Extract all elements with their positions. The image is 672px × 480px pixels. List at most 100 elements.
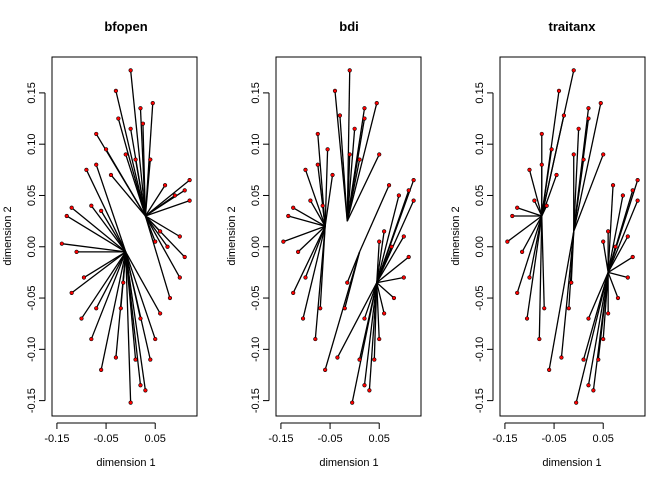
spoke-line: [376, 195, 400, 283]
data-point: [121, 280, 126, 285]
data-point: [128, 400, 133, 405]
data-point: [527, 167, 532, 172]
data-point: [566, 306, 571, 311]
data-point: [401, 275, 406, 280]
spoke-line: [575, 272, 609, 403]
data-point: [386, 183, 392, 188]
spoke-line: [516, 207, 542, 217]
spoke-line: [95, 164, 127, 253]
spoke-line: [573, 159, 585, 232]
data-point: [630, 254, 635, 260]
data-point: [547, 367, 552, 372]
spoke-line: [541, 149, 553, 217]
spoke-line: [587, 272, 609, 386]
spoke-line: [110, 174, 146, 217]
data-point: [153, 336, 158, 342]
data-point: [303, 275, 308, 280]
x-tick-label: -0.15: [268, 433, 293, 445]
data-point: [140, 121, 146, 126]
spoke-line: [573, 154, 604, 232]
spoke-line: [115, 90, 147, 217]
spoke-line: [597, 272, 609, 360]
data-point: [362, 116, 367, 121]
data-point: [524, 316, 530, 321]
spoke-line: [376, 256, 410, 284]
data-point: [315, 131, 320, 137]
spoke-line: [292, 207, 326, 227]
y-tick-label: 0.15: [474, 82, 486, 103]
spoke-line: [363, 282, 378, 386]
y-tick-label: -0.15: [250, 388, 262, 413]
data-point: [342, 306, 347, 311]
data-point: [89, 203, 94, 208]
spoke-line: [548, 231, 575, 370]
spoke-line: [506, 215, 543, 243]
data-point: [586, 106, 591, 111]
spoke-line: [125, 251, 142, 386]
y-tick-label: 0.05: [474, 185, 486, 206]
panel-bfopen: bfopen -0.15 -0.05 0.05 -0.15 -0.10 -0.05 0.0…: [2, 19, 198, 469]
x-tick-label: -0.15: [492, 433, 517, 445]
data-point: [296, 249, 301, 254]
spoke-line: [145, 215, 181, 238]
data-point: [332, 88, 338, 93]
data-point: [571, 152, 576, 157]
data-point: [148, 157, 153, 162]
x-axis-label: dimension 1: [542, 457, 601, 469]
data-point: [581, 157, 586, 162]
data-point: [347, 152, 352, 157]
data-point: [554, 172, 559, 178]
data-point: [318, 306, 323, 311]
spoke-line: [607, 256, 634, 273]
x-axis: -0.15 -0.05 0.05: [268, 422, 390, 445]
data-point: [347, 68, 352, 73]
y-tick-label: -0.15: [26, 388, 38, 413]
spoke-line: [125, 251, 161, 314]
data-point: [505, 239, 510, 244]
spoke-line: [71, 251, 127, 294]
data-point: [601, 336, 606, 342]
spoke-line: [144, 215, 181, 278]
data-point: [569, 280, 574, 285]
spoke-line: [376, 282, 395, 299]
spoke-line: [283, 225, 326, 243]
panel-title: bdi: [339, 19, 359, 34]
spoke-line: [607, 246, 617, 273]
spoke-line: [129, 70, 147, 217]
data-point: [635, 198, 640, 203]
data-point: [158, 229, 163, 234]
y-tick-label: -0.10: [26, 337, 38, 362]
spoke-line: [533, 200, 543, 217]
data-point: [337, 113, 342, 118]
data-point: [374, 101, 379, 106]
data-point: [162, 183, 168, 188]
data-point: [610, 183, 616, 188]
y-tick-label: 0.05: [250, 185, 262, 206]
data-point: [116, 116, 121, 121]
spoke-line: [144, 184, 166, 217]
y-tick-label: 0.00: [250, 236, 262, 257]
data-point: [515, 205, 520, 210]
x-tick-label: 0.05: [593, 433, 614, 445]
data-point: [99, 208, 104, 213]
spoke-line: [145, 199, 190, 217]
y-tick-label: -0.05: [250, 286, 262, 311]
spoke-line: [560, 231, 575, 358]
spoke-line: [376, 236, 405, 283]
spoke-line: [541, 174, 558, 217]
spoke-line: [95, 251, 127, 309]
spoke-line: [607, 272, 619, 299]
data-point: [103, 147, 109, 152]
spoke-line: [346, 102, 378, 222]
spoke-line: [304, 226, 326, 278]
y-tick-label: 0.15: [26, 82, 38, 103]
spoke-line: [302, 226, 326, 319]
data-point: [308, 198, 313, 203]
spoke-line: [376, 282, 380, 340]
spoke-line: [134, 159, 147, 217]
spoke-line: [288, 215, 326, 227]
data-point: [64, 213, 69, 219]
spoke-line: [521, 215, 543, 253]
data-point: [591, 388, 596, 393]
data-points: [281, 68, 416, 405]
